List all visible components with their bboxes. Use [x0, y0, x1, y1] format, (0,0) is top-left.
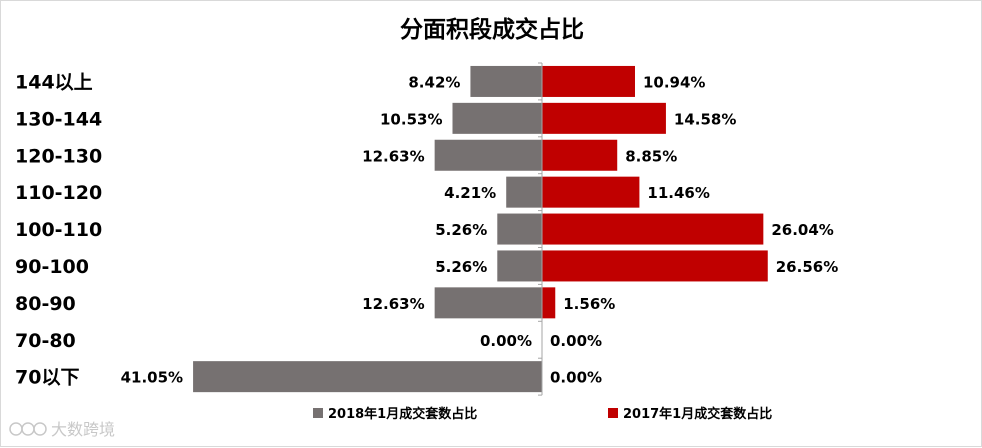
legend: 2018年1月成交套数占比 2017年1月成交套数占比 — [313, 406, 772, 422]
label-2017: 0.00% — [550, 369, 602, 387]
category-labels: 144以上 130-144 120-130 110-120 100-110 90-100 8… — [15, 71, 102, 388]
bar-2018 — [193, 361, 542, 393]
watermark-logo-icon — [9, 422, 47, 436]
bar-2017 — [542, 65, 635, 97]
bar-2018 — [452, 102, 542, 134]
category-label: 144以上 — [15, 71, 93, 93]
legend-label-2018: 2018年1月成交套数占比 — [328, 406, 477, 422]
center-axis — [538, 62, 543, 396]
label-2018: 10.53% — [380, 110, 442, 128]
label-2018: 12.63% — [362, 147, 424, 165]
bar-2018 — [497, 213, 542, 245]
category-label: 110-120 — [15, 182, 102, 204]
bar-2017 — [542, 176, 640, 208]
legend-label-2017: 2017年1月成交套数占比 — [623, 406, 772, 422]
label-2018: 41.05% — [121, 369, 183, 387]
label-2018: 5.26% — [435, 221, 487, 239]
label-2017: 26.04% — [771, 221, 833, 239]
bar-2018 — [470, 65, 542, 97]
label-2018: 5.26% — [435, 258, 487, 276]
label-2017: 8.85% — [625, 147, 677, 165]
bar-2018 — [434, 287, 542, 319]
bar-2018 — [497, 250, 542, 282]
category-label: 100-110 — [15, 219, 102, 241]
value-labels: 8.42% 10.94% 10.53% 14.58% 12.63% 8.85% 4.21% 1… — [121, 73, 839, 386]
category-label: 120-130 — [15, 145, 102, 167]
bar-2018 — [506, 176, 542, 208]
label-2018: 4.21% — [444, 184, 496, 202]
category-label: 70以下 — [15, 367, 79, 389]
label-2017: 11.46% — [647, 184, 709, 202]
label-2017: 0.00% — [550, 332, 602, 350]
bar-2018 — [434, 139, 542, 171]
category-label: 70-80 — [15, 330, 76, 352]
category-label: 130-144 — [15, 108, 102, 130]
label-2017: 14.58% — [674, 110, 736, 128]
bar-2017 — [542, 139, 618, 171]
bar-2017 — [542, 213, 764, 245]
bars — [193, 65, 768, 393]
label-2017: 1.56% — [563, 295, 615, 313]
label-2017: 26.56% — [776, 258, 838, 276]
bar-2017 — [542, 250, 768, 282]
watermark: 大数跨境 — [9, 420, 115, 439]
bar-2017 — [542, 287, 556, 319]
label-2018: 8.42% — [408, 73, 460, 91]
watermark-text: 大数跨境 — [51, 420, 115, 439]
label-2017: 10.94% — [643, 73, 705, 91]
category-label: 90-100 — [15, 256, 89, 278]
category-label: 80-90 — [15, 293, 76, 315]
label-2018: 12.63% — [362, 295, 424, 313]
legend-swatch-2018 — [313, 408, 323, 418]
bar-2017 — [542, 102, 666, 134]
legend-swatch-2017 — [608, 408, 618, 418]
label-2018: 0.00% — [480, 332, 532, 350]
chart-title: 分面积段成交占比 — [400, 16, 584, 43]
